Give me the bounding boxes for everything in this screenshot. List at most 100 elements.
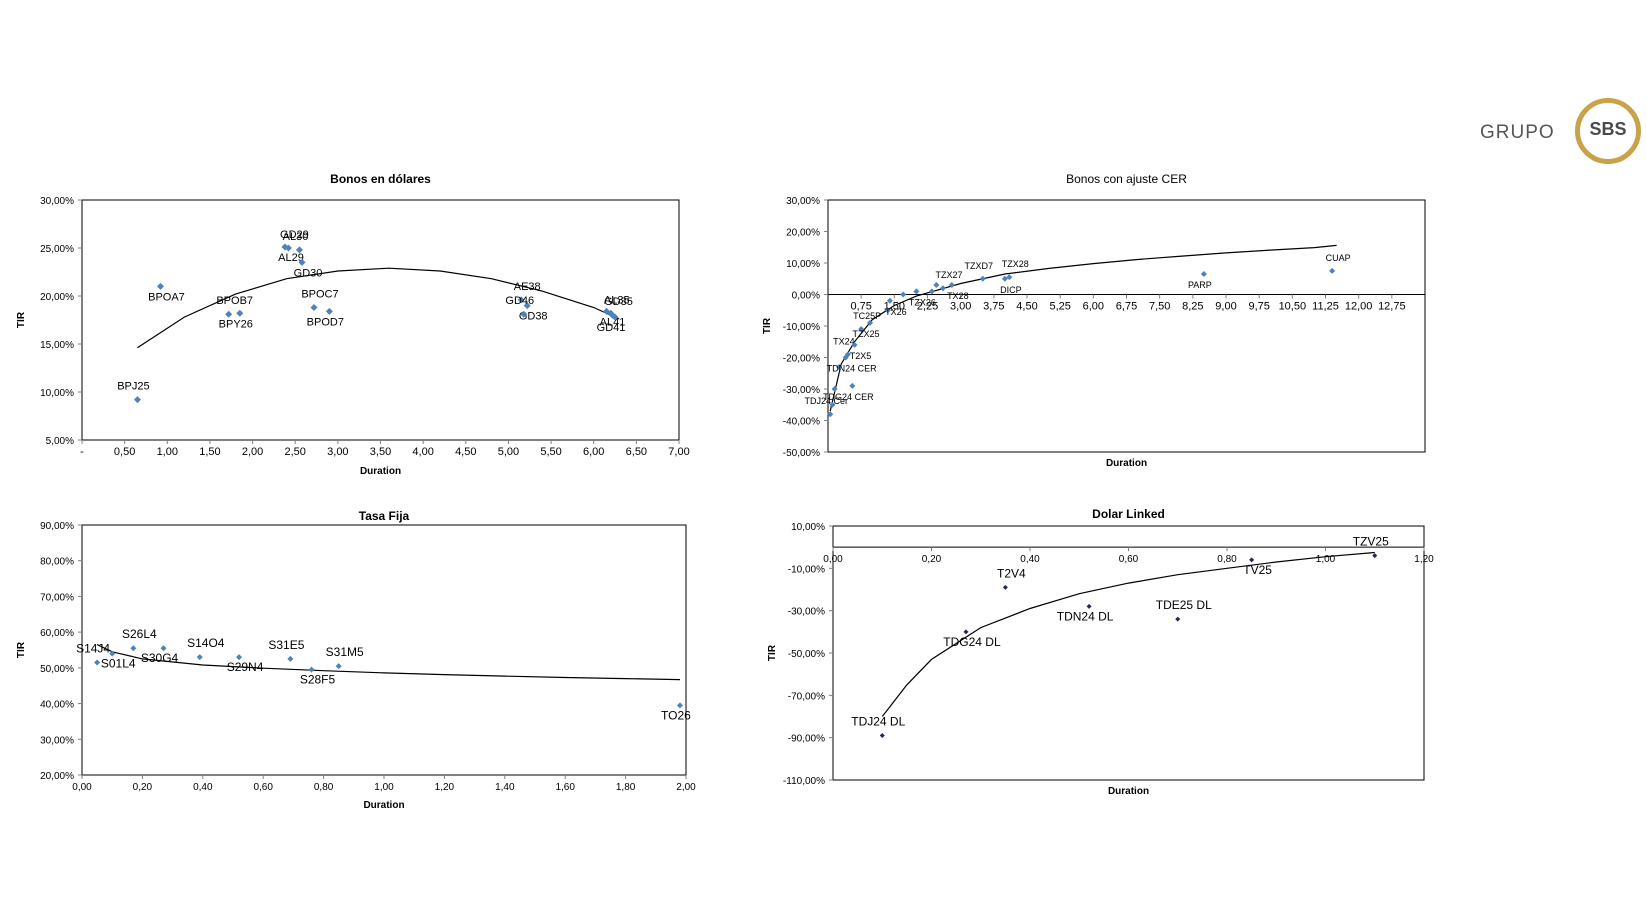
fija-point-label: S01L4 <box>101 657 136 671</box>
dolarlinked-point <box>1249 557 1255 563</box>
cer-point <box>928 288 935 295</box>
dolarlinked-point <box>879 733 885 739</box>
fija-title: Tasa Fija <box>359 509 410 523</box>
fija-point <box>94 659 101 666</box>
dolarlinked-point-label: TV25 <box>1243 563 1272 577</box>
fija-trend-line <box>96 644 681 681</box>
dolares-point-label: GD29 <box>280 229 309 241</box>
fija-point <box>196 654 203 661</box>
fija-y-tick-label: 40,00% <box>40 700 74 711</box>
dolares-point <box>608 311 616 319</box>
fija-point <box>308 666 315 673</box>
logo-word: GRUPO <box>1480 122 1555 143</box>
dolares-y-axis-title: TIR <box>16 311 27 328</box>
dolares-point-label: AL30 <box>283 231 309 243</box>
dolarlinked-y-tick-label: -50,00% <box>788 649 825 660</box>
fija-x-axis-title: Duration <box>363 800 404 811</box>
dolares-y-tick-label: 20,00% <box>40 292 74 303</box>
dolares-x-tick-label: 7,00 <box>668 446 689 458</box>
logo-badge: SBS <box>1575 98 1641 164</box>
dolares-x-tick-label: 4,00 <box>412 446 433 458</box>
cer-y-tick-label: 0,00% <box>792 291 820 302</box>
cer-x-tick-label: 0,75 <box>850 301 871 313</box>
dolarlinked-point <box>1175 616 1181 622</box>
dolarlinked-x-tick-label: 0,40 <box>1020 554 1040 565</box>
fija-point <box>236 654 243 661</box>
fija-plot-frame <box>81 524 687 776</box>
dolares-point-label: AL35 <box>604 294 630 306</box>
cer-point-label: TDJ24 Cer <box>804 396 848 406</box>
fija-x-tick-label: 0,80 <box>314 782 334 793</box>
fija-x-tick-label: 0,60 <box>253 782 273 793</box>
dolares-point <box>156 282 164 290</box>
dolares-x-tick-label: 2,00 <box>242 446 263 458</box>
dolares-point <box>295 246 303 254</box>
fija-point <box>335 663 342 670</box>
fija-point <box>130 645 137 652</box>
dolarlinked-point <box>1086 603 1092 609</box>
dolares-y-tick-label: 10,00% <box>40 388 74 399</box>
dolarlinked-x-tick-label: 0,00 <box>823 554 843 565</box>
cer-y-tick-label: 30,00% <box>786 196 820 207</box>
fija-x-tick-label: 0,40 <box>193 782 213 793</box>
cer-x-tick-label: 2,25 <box>917 301 938 313</box>
dolarlinked-y-tick-label: -90,00% <box>788 734 825 745</box>
cer-point <box>948 282 955 289</box>
dolares-point <box>520 310 528 318</box>
fija-point <box>287 655 294 662</box>
cer-y-tick-label: -10,00% <box>783 322 820 333</box>
dolarlinked-trend-line <box>881 551 1375 717</box>
cer-x-tick-label: 5,25 <box>1049 301 1070 313</box>
dolares-x-tick-label: 3,50 <box>370 446 391 458</box>
dolares-point-label: BPOD7 <box>307 316 344 328</box>
fija-y-tick-label: 30,00% <box>40 735 74 746</box>
dolares-y-tick-label: 5,00% <box>46 436 74 447</box>
cer-point <box>836 363 843 370</box>
dolarlinked-y-tick-label: -70,00% <box>788 691 825 702</box>
dolarlinked-y-tick-label: -30,00% <box>788 607 825 618</box>
dolares-x-tick-label: 3,00 <box>327 446 348 458</box>
dolares-title: Bonos en dólares <box>330 172 431 186</box>
cer-point-label: TX26 <box>885 307 907 317</box>
cer-y-tick-label: -20,00% <box>783 354 820 365</box>
cer-point-label: TZX28 <box>1002 259 1029 269</box>
dolares-x-tick-label: 0,50 <box>114 446 135 458</box>
fija-x-tick-label: 1,40 <box>495 782 515 793</box>
fija-point <box>109 650 116 657</box>
cer-point <box>979 275 986 282</box>
cer-point-label: CUAP <box>1326 253 1351 263</box>
fija-y-tick-label: 20,00% <box>40 771 74 782</box>
fija-y-tick-label: 80,00% <box>40 557 74 568</box>
cer-x-tick-label: 6,75 <box>1116 301 1137 313</box>
dolares-x-tick-label: 1,50 <box>199 446 220 458</box>
cer-x-tick-label: 3,00 <box>950 301 971 313</box>
dolares-point <box>281 243 289 251</box>
fija-point <box>676 702 683 709</box>
cer-trend-line <box>829 244 1337 412</box>
cer-point <box>913 288 920 295</box>
fija-x-tick-label: 1,80 <box>616 782 636 793</box>
fija-point-label: S29N4 <box>227 660 264 674</box>
dolares-x-tick-label: 4,50 <box>455 446 476 458</box>
dolares-point-label: BPOB7 <box>216 295 253 307</box>
cer-point <box>900 291 907 298</box>
fija-point-label: TO26 <box>661 708 691 722</box>
cer-point-label: PARP <box>1188 280 1212 290</box>
dolares-y-tick-label: 25,00% <box>40 244 74 255</box>
cer-x-tick-label: 6,00 <box>1083 301 1104 313</box>
fija-x-tick-label: 2,00 <box>676 782 696 793</box>
cer-point-label: TDN24 CER <box>827 364 878 374</box>
cer-y-tick-label: 10,00% <box>786 259 820 270</box>
dolarlinked-point-label: TDG24 DL <box>943 635 1001 649</box>
dolares-point-label: GD41 <box>597 322 626 334</box>
cer-point <box>1006 274 1013 281</box>
dolares-x-tick-label: 1,00 <box>157 446 178 458</box>
fija-x-tick-label: 1,00 <box>374 782 394 793</box>
cer-point <box>867 319 874 326</box>
cer-point <box>851 341 858 348</box>
dolarlinked-point-label: T2V4 <box>997 566 1026 580</box>
cer-point-label: TC25P <box>853 311 881 321</box>
dolarlinked-x-axis-title: Duration <box>1108 786 1149 797</box>
cer-x-tick-label: 11,25 <box>1312 301 1339 313</box>
